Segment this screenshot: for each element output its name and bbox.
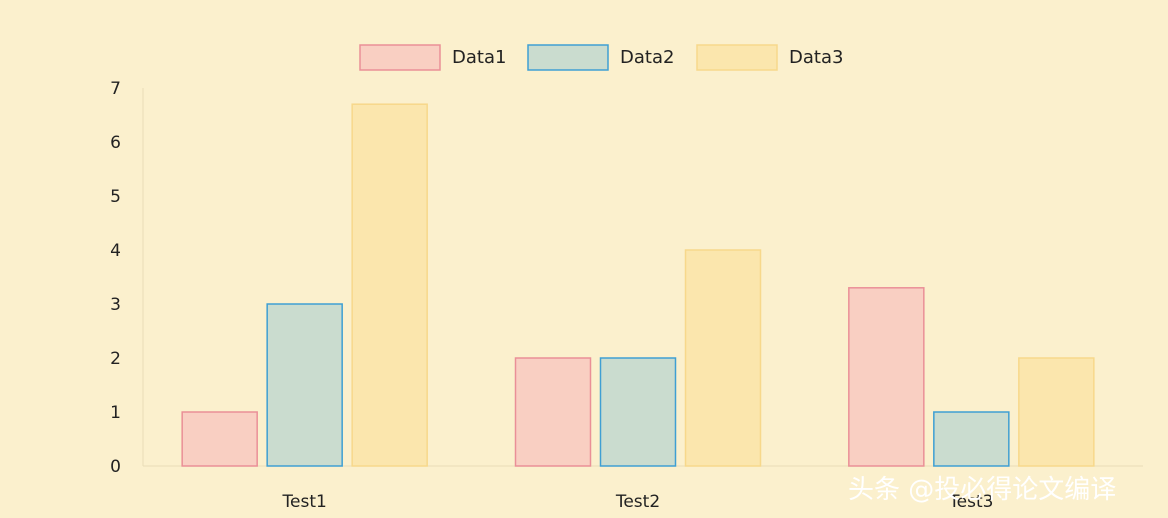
bar-data1-test2 [514,357,592,467]
bars [181,103,1095,467]
x-axis-labels: Test1 Test2 Test3 [282,492,994,512]
legend-label-data1: Data1 [452,47,506,68]
legend-label-data2: Data2 [620,47,674,68]
legend-swatch-data2 [527,44,609,71]
bar-data2-test3 [933,411,1010,467]
bar-data3-test1 [351,103,428,467]
x-tick-label: Test3 [948,492,993,512]
y-tick-label: 5 [110,187,121,207]
watermark-text: 头条 @投必得论文编译 [848,475,1116,505]
bar-data3-test3 [1018,357,1095,467]
x-tick-label: Test1 [282,492,327,512]
bar-data2-test1 [266,303,343,467]
legend: Data1 Data2 Data3 [359,44,843,71]
y-tick-label: 1 [110,403,121,423]
bar-data1-test1 [181,411,258,467]
legend-swatch-data3 [696,44,778,71]
bar-data1-test3 [848,287,925,467]
y-tick-label: 4 [110,241,121,261]
bar-data3-test2 [684,249,762,467]
y-tick-label: 3 [110,295,121,315]
y-tick-label: 7 [110,79,121,99]
legend-label-data3: Data3 [789,47,843,68]
watermark: 头条 @投必得论文编译 [848,475,1116,505]
y-tick-label: 6 [110,133,121,153]
y-tick-label: 2 [110,349,121,369]
legend-swatch-data1 [359,44,441,71]
x-tick-label: Test2 [615,492,660,512]
y-tick-label: 0 [110,457,121,477]
bar-data2-test2 [599,357,677,467]
